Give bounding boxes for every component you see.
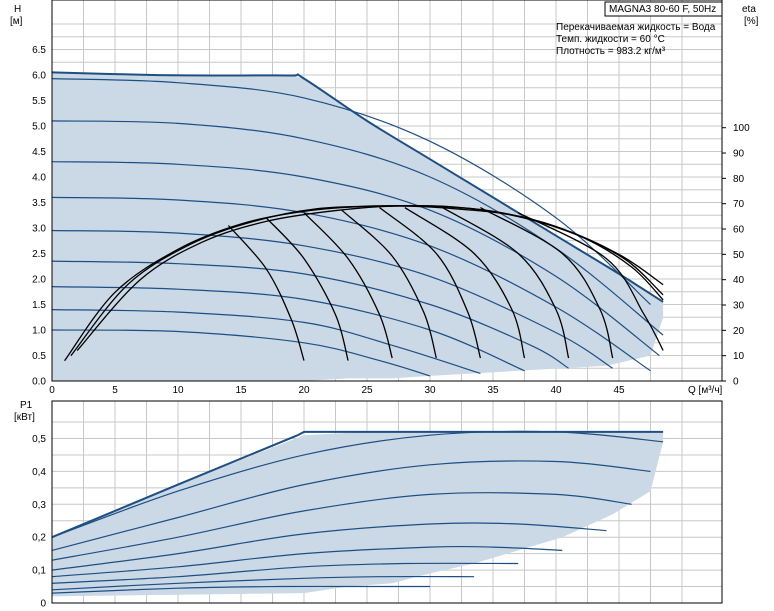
power-speed-curve [51,522,607,571]
efficiency-curve [76,205,664,352]
eta-tick-label: 20 [733,326,745,337]
eta-tick-label: 10 [733,351,745,362]
efficiency-drop-curve [480,207,614,359]
head-speed-curve [51,161,660,356]
power-max-curve [51,430,664,539]
flow-axis-label: Q [м³/ч] [688,385,723,396]
head-tick-label: 1.0 [32,326,46,337]
head-tick-label: 3.5 [32,198,46,209]
head-operating-region [52,72,664,382]
power-operating-region [52,431,664,597]
head-max-curve [51,71,664,303]
head-tick-label: 1.5 [32,300,46,311]
eta-tick-label: 50 [733,250,745,261]
eta-tick-label: 0 [733,377,739,388]
head-speed-curve [51,329,431,377]
head-tick-label: 4.5 [32,147,46,158]
axis-labels: H [м] eta [%] Q [м³/ч] P1 [кВт] [10,4,759,423]
efficiency-drop-curve [404,207,526,359]
efficiency-drop-curve [227,225,305,361]
eta-tick-label: 40 [733,275,745,286]
power-speed-curve [51,492,632,561]
head-tick-label: 6.0 [32,71,46,82]
x-tick-label: 45 [613,385,625,396]
power-tick-label: 0,4 [32,467,46,478]
head-speed-curve [51,120,664,336]
head-tick-label: 6.5 [32,45,46,56]
power-tick-label: 0,2 [32,533,46,544]
head-tick-label: 5.0 [32,122,46,133]
power-axis-unit: [кВт] [14,412,35,423]
x-tick-label: 40 [550,385,562,396]
title-box: MAGNA3 80-60 F, 50Hz [604,1,723,17]
power-speed-curve [51,575,475,591]
eta-tick-label: 100 [733,123,750,134]
head-tick-label: 5.5 [32,96,46,107]
efficiency-drop-curve [517,212,664,351]
head-tick-label: 0.5 [32,351,46,362]
power-tick-label: 0 [40,599,46,610]
eta-tick-label: 90 [733,149,745,160]
head-tick-label: 2.0 [32,275,46,286]
head-speed-curve [51,78,651,305]
power-tick-label: 0,3 [32,500,46,511]
head-speed-curve [51,196,651,372]
x-tick-label: 10 [172,385,184,396]
eta-tick-label: 30 [733,301,745,312]
head-speed-curve [51,286,525,372]
efficiency-drop-curve [379,207,482,359]
fluid-info-line: Плотность = 983.2 кг/м³ [556,46,666,57]
power-speed-curve [51,562,519,584]
head-speed-curve [51,229,614,369]
x-tick-label: 5 [112,385,118,396]
axes: 0 5 10 15 20 25 30 35 40 45 0.0 0.5 1.0 1.5 2.0 2.5 3.0 3… [32,0,750,610]
eta-tick-label: 80 [733,174,745,185]
power-tick-label: 0,1 [32,566,46,577]
x-tick-label: 30 [424,385,436,396]
x-tick-label: 35 [487,385,499,396]
head-tick-label: 4.0 [32,173,46,184]
power-speed-curve [51,545,563,578]
eta-tick-label: 70 [733,199,745,210]
head-tick-label: 3.0 [32,224,46,235]
head-tick-label: 2.5 [32,249,46,260]
head-axis-label: H [14,4,21,15]
efficiency-drop-curve [265,217,349,361]
head-speed-curve [51,309,481,374]
head-plot [51,71,664,382]
power-speed-curve [51,585,430,594]
x-tick-label: 0 [49,385,55,396]
fluid-info-line: Темп. жидкости = 60 °C [556,34,665,45]
chart-title: MAGNA3 80-60 F, 50Hz [609,4,716,15]
power-axis-label: P1 [20,400,33,411]
x-tick-label: 20 [298,385,310,396]
eta-axis-label: eta [742,4,756,15]
eta-tick-label: 60 [733,225,745,236]
x-tick-label: 25 [361,385,373,396]
eta-axis-unit: [%] [744,16,759,27]
power-plot [51,430,664,597]
power-speed-curve [51,460,651,551]
efficiency-drop-curve [442,207,570,359]
power-tick-label: 0,5 [32,434,46,445]
head-tick-label: 0.0 [32,377,46,388]
fluid-info-line: Перекачиваемая жидкость = Вода [556,22,716,33]
head-axis-unit: [м] [10,16,23,27]
power-frame [51,400,723,604]
x-tick-label: 15 [235,385,247,396]
head-frame [51,0,723,382]
efficiency-drop-curve [303,212,393,359]
fluid-info: Перекачиваемая жидкость = Вода Темп. жид… [556,22,716,57]
efficiency-drop-curve [341,209,437,359]
